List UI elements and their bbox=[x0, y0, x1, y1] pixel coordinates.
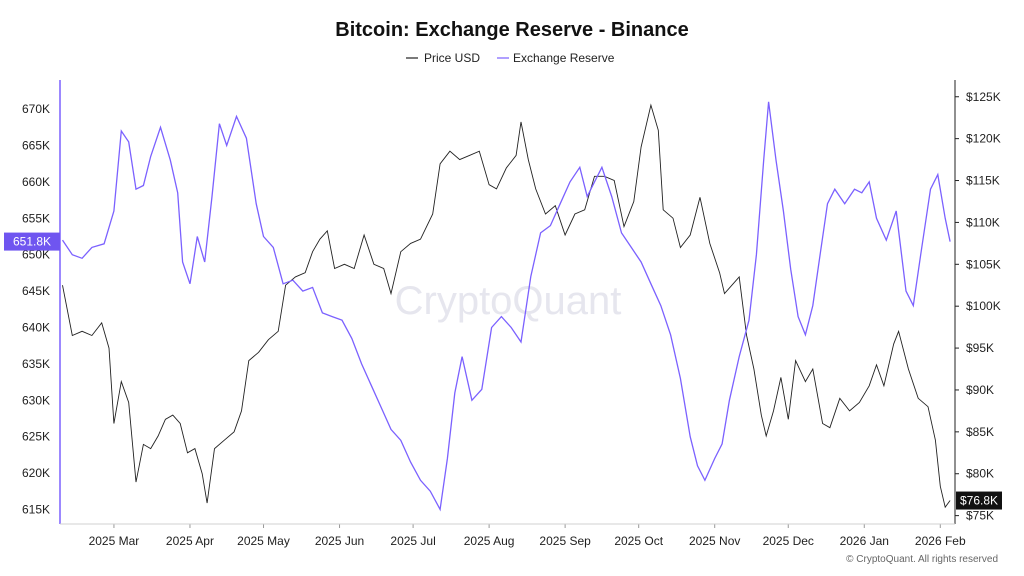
left-axis-tick-label: 650K bbox=[22, 248, 50, 262]
left-axis-tick-label: 670K bbox=[22, 102, 50, 116]
x-axis-tick-label: 2025 Dec bbox=[763, 534, 814, 548]
x-axis-tick-label: 2025 Apr bbox=[166, 534, 214, 548]
x-axis-tick-label: 2025 Oct bbox=[614, 534, 663, 548]
right-axis-tick-label: $90K bbox=[966, 383, 994, 397]
right-axis-tick-label: $95K bbox=[966, 341, 994, 355]
right-axis-tick-label: $120K bbox=[966, 132, 1001, 146]
right-axis-tick-label: $80K bbox=[966, 467, 994, 481]
copyright-notice: © CryptoQuant. All rights reserved bbox=[846, 554, 998, 565]
right-axis-tick-label: $105K bbox=[966, 257, 1001, 271]
price-series-line bbox=[62, 103, 951, 509]
reserve-series-line bbox=[61, 101, 951, 512]
x-axis-tick-label: 2025 Nov bbox=[689, 534, 740, 548]
left-axis: 670K 665K 660K 655K 650K 645K 640K 635K 630K 625K… bbox=[22, 102, 50, 516]
right-axis-tick-label: $125K bbox=[966, 90, 1001, 104]
right-axis-tick-label: $75K bbox=[966, 509, 994, 523]
reserve-current-badge: 651.8K bbox=[4, 232, 60, 251]
left-axis-tick-label: 615K bbox=[22, 502, 50, 516]
x-axis-tick-label: 2025 May bbox=[237, 534, 290, 548]
left-axis-tick-label: 620K bbox=[22, 466, 50, 480]
legend-reserve-label: Exchange Reserve bbox=[513, 51, 615, 65]
x-axis: 2025 Mar 2025 Apr 2025 May 2025 Jun 2025 Jul… bbox=[89, 524, 966, 548]
legend-price-label: Price USD bbox=[424, 51, 480, 65]
right-axis: $125K $120K $115K $110K $105K $100K $95K $90K $8… bbox=[955, 90, 1001, 523]
price-badge-background bbox=[956, 491, 1002, 510]
right-axis-tick-label: $115K bbox=[966, 174, 1000, 188]
left-axis-tick-label: 625K bbox=[22, 430, 50, 444]
left-axis-tick-label: 645K bbox=[22, 284, 50, 298]
price-current-badge: $76.8K bbox=[956, 491, 1002, 510]
x-axis-tick-label: 2025 Jul bbox=[390, 534, 435, 548]
x-axis-tick-label: 2025 Mar bbox=[89, 534, 140, 548]
left-axis-tick-label: 660K bbox=[22, 175, 50, 189]
price-current-value: $76.8K bbox=[960, 494, 998, 508]
x-axis-tick-label: 2026 Feb bbox=[915, 534, 966, 548]
x-axis-tick-label: 2026 Jan bbox=[840, 534, 889, 548]
reserve-badge-background bbox=[4, 232, 60, 251]
left-axis-tick-label: 655K bbox=[22, 211, 50, 225]
left-axis-tick-label: 640K bbox=[22, 320, 50, 334]
x-axis-tick-label: 2025 Jun bbox=[315, 534, 364, 548]
reserve-current-value: 651.8K bbox=[13, 235, 51, 249]
left-axis-tick-label: 635K bbox=[22, 357, 50, 371]
x-axis-tick-label: 2025 Aug bbox=[464, 534, 515, 548]
right-axis-tick-label: $110K bbox=[966, 215, 1000, 229]
left-axis-tick-label: 665K bbox=[22, 139, 50, 153]
x-axis-tick-label: 2025 Sep bbox=[539, 534, 591, 548]
right-axis-tick-label: $85K bbox=[966, 425, 994, 439]
watermark: CryptoQuant bbox=[395, 279, 622, 323]
left-axis-tick-label: 630K bbox=[22, 393, 50, 407]
legend: Price USD Exchange Reserve bbox=[406, 51, 615, 65]
right-axis-tick-label: $100K bbox=[966, 299, 1001, 313]
chart-title: Bitcoin: Exchange Reserve - Binance bbox=[335, 19, 688, 41]
